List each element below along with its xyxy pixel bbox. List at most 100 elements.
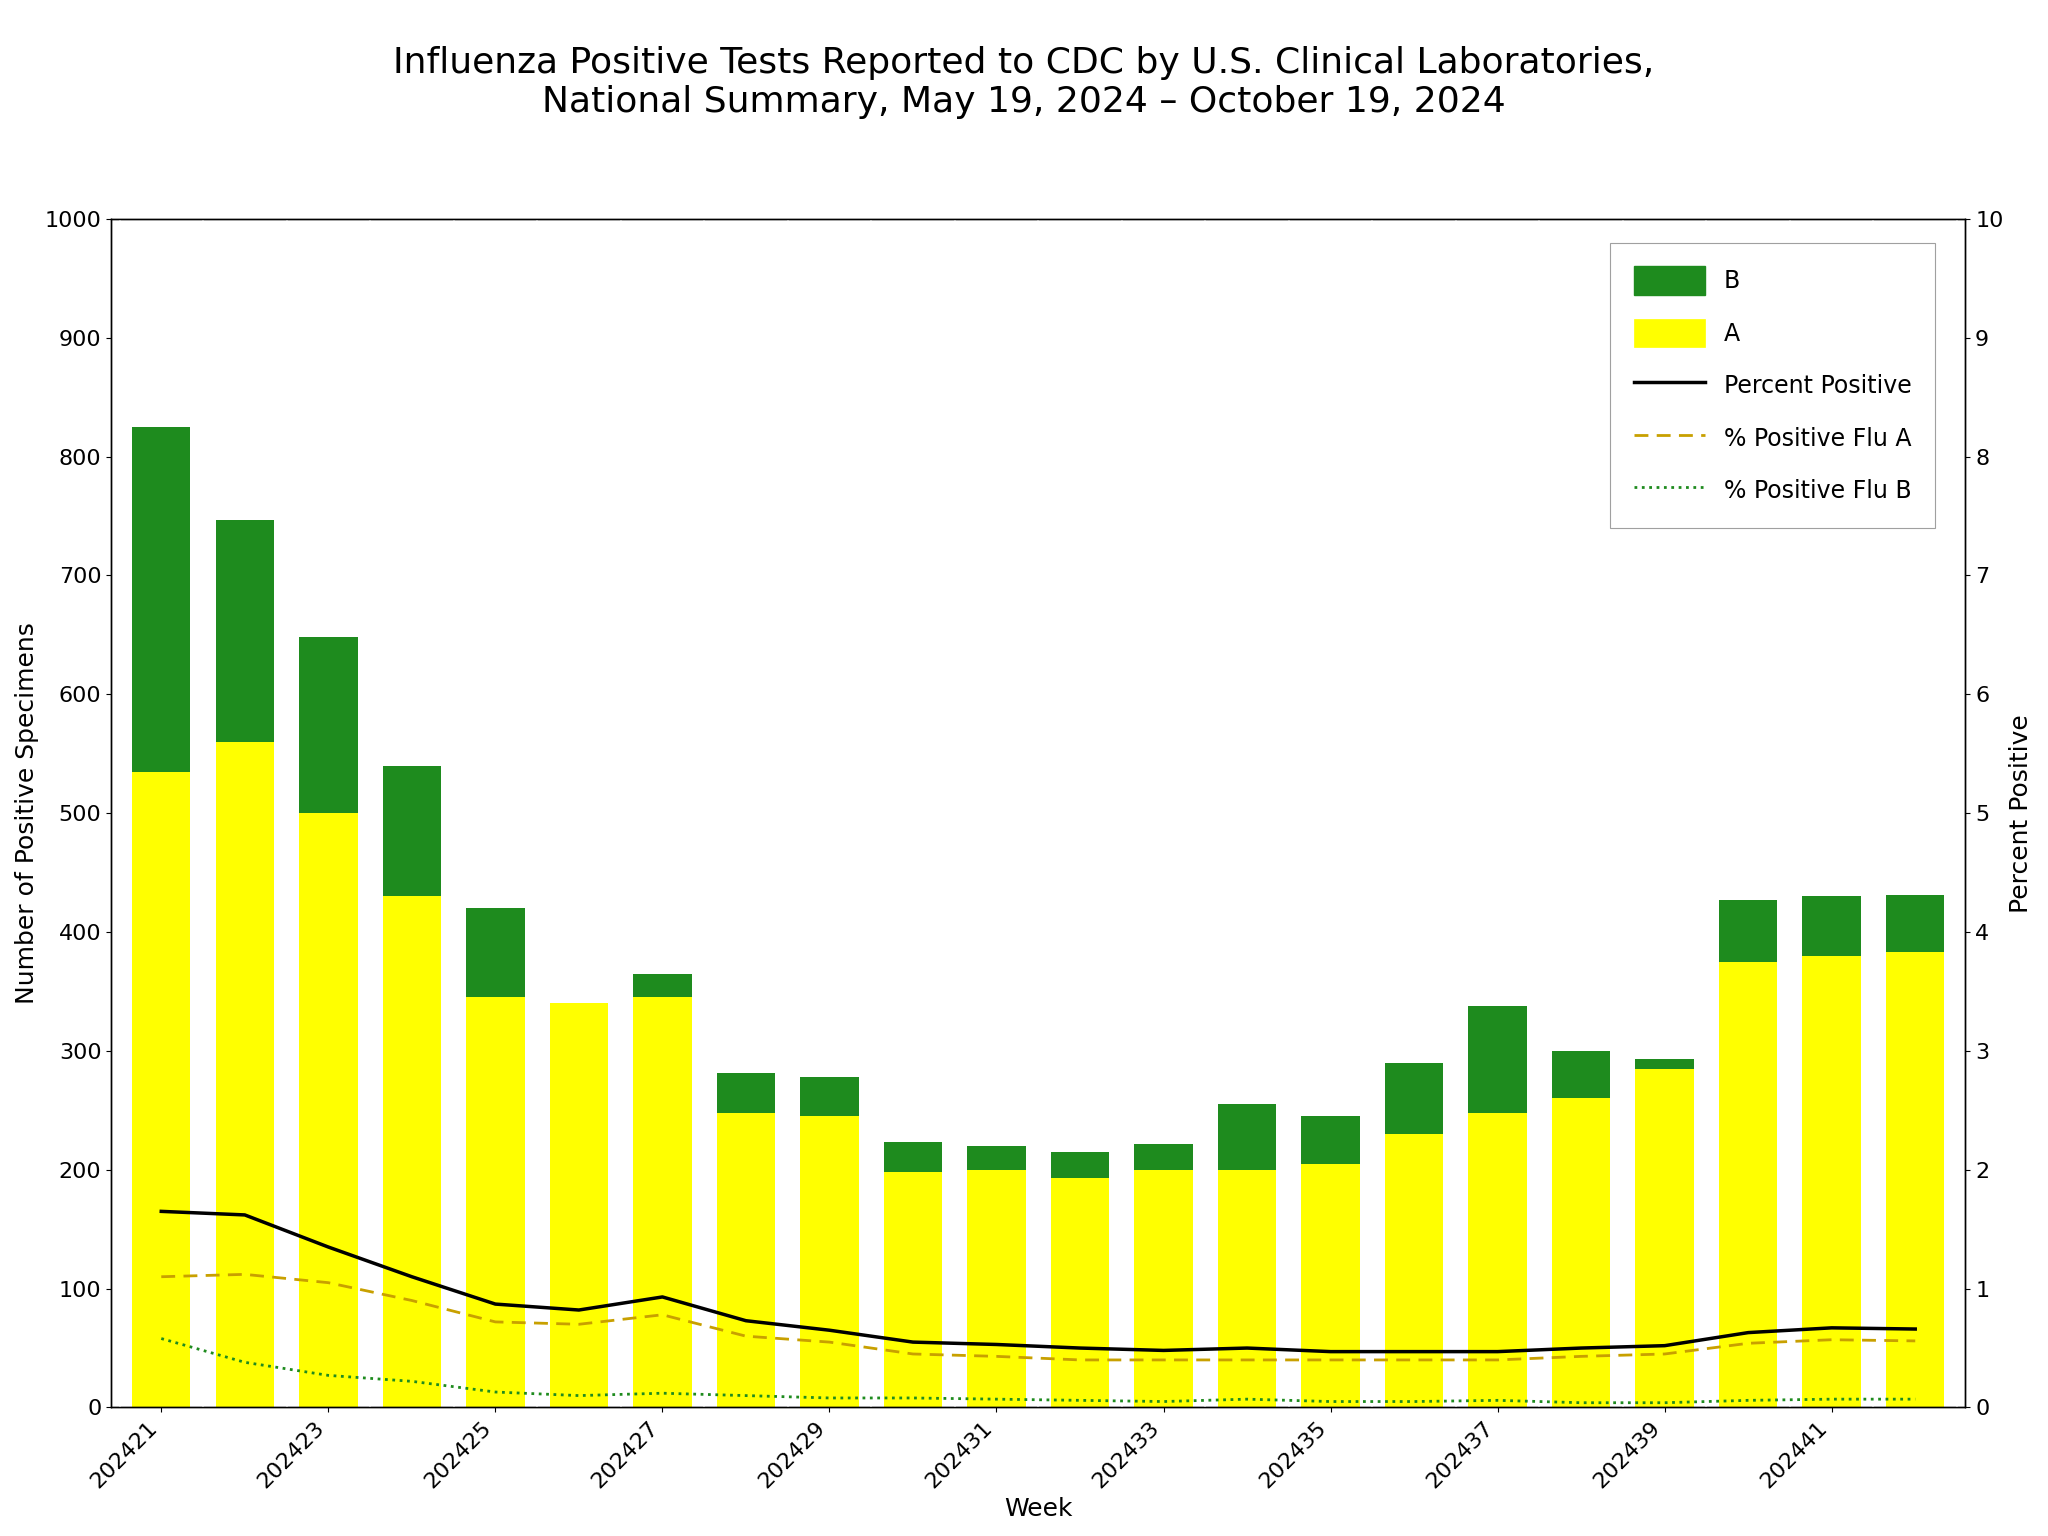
Bar — [1300, 1164, 1360, 1407]
Bar — [1802, 897, 1862, 955]
% Positive Flu B — [1067, 1392, 1092, 1410]
% Positive Flu B — [1235, 1390, 1260, 1409]
Bar — [215, 742, 274, 1407]
Bar — [717, 1074, 774, 1112]
% Positive Flu A — [1903, 1332, 1927, 1350]
Percent Positive — [985, 1335, 1010, 1353]
% Positive Flu B — [483, 1382, 508, 1401]
Bar — [801, 1117, 858, 1407]
Bar — [633, 974, 692, 997]
Bar — [1802, 955, 1862, 1407]
Bar — [1384, 1134, 1444, 1407]
Bar — [1636, 1069, 1694, 1407]
% Positive Flu B — [567, 1387, 592, 1405]
Percent Positive — [1653, 1336, 1677, 1355]
% Positive Flu A — [1401, 1350, 1425, 1369]
Bar — [549, 1003, 608, 1407]
Percent Positive — [1235, 1339, 1260, 1358]
% Positive Flu A — [567, 1315, 592, 1333]
Y-axis label: Percent Positive: Percent Positive — [2009, 714, 2034, 912]
% Positive Flu A — [315, 1273, 340, 1292]
% Positive Flu B — [1569, 1393, 1593, 1412]
% Positive Flu A — [1569, 1347, 1593, 1366]
Bar — [885, 1172, 942, 1407]
% Positive Flu B — [1485, 1392, 1509, 1410]
% Positive Flu B — [649, 1384, 674, 1402]
% Positive Flu A — [649, 1306, 674, 1324]
% Positive Flu A — [1653, 1346, 1677, 1364]
Bar — [967, 1170, 1026, 1407]
% Positive Flu B — [817, 1389, 842, 1407]
% Positive Flu A — [1819, 1330, 1843, 1349]
Bar — [1135, 1170, 1192, 1407]
Bar — [299, 813, 358, 1407]
% Positive Flu A — [1737, 1335, 1761, 1353]
Percent Positive — [1737, 1324, 1761, 1342]
Percent Positive — [1151, 1341, 1176, 1359]
Line: % Positive Flu A: % Positive Flu A — [162, 1275, 1915, 1359]
Bar — [1384, 1063, 1444, 1134]
% Positive Flu A — [483, 1313, 508, 1332]
Percent Positive — [1067, 1339, 1092, 1358]
% Positive Flu B — [985, 1390, 1010, 1409]
% Positive Flu B — [901, 1389, 926, 1407]
Bar — [1886, 952, 1944, 1407]
Bar — [299, 637, 358, 813]
Legend: B, A, Percent Positive, % Positive Flu A, % Positive Flu B: B, A, Percent Positive, % Positive Flu A… — [1610, 243, 1935, 528]
Percent Positive — [1819, 1318, 1843, 1336]
% Positive Flu B — [1653, 1393, 1677, 1412]
Bar — [467, 997, 524, 1407]
Bar — [383, 765, 440, 897]
X-axis label: Week: Week — [1004, 1498, 1073, 1521]
Bar — [131, 771, 190, 1407]
Percent Positive — [399, 1267, 424, 1286]
Bar — [1552, 1051, 1610, 1098]
Bar — [215, 519, 274, 742]
Bar — [717, 1112, 774, 1407]
% Positive Flu A — [901, 1346, 926, 1364]
Percent Positive — [567, 1301, 592, 1319]
Percent Positive — [233, 1206, 258, 1224]
Bar — [1051, 1178, 1110, 1407]
Percent Positive — [1569, 1339, 1593, 1358]
% Positive Flu B — [399, 1372, 424, 1390]
Percent Positive — [1485, 1342, 1509, 1361]
Bar — [1135, 1144, 1192, 1170]
% Positive Flu B — [1903, 1390, 1927, 1409]
Bar — [633, 997, 692, 1407]
Bar — [1636, 1060, 1694, 1069]
% Positive Flu A — [1319, 1350, 1343, 1369]
% Positive Flu B — [1151, 1392, 1176, 1410]
% Positive Flu A — [733, 1327, 758, 1346]
Bar — [383, 897, 440, 1407]
% Positive Flu B — [1401, 1392, 1425, 1410]
Bar — [1718, 900, 1778, 962]
% Positive Flu B — [1319, 1392, 1343, 1410]
Percent Positive — [733, 1312, 758, 1330]
Line: Percent Positive: Percent Positive — [162, 1212, 1915, 1352]
Bar — [131, 427, 190, 771]
Percent Positive — [315, 1238, 340, 1256]
% Positive Flu A — [817, 1333, 842, 1352]
Bar — [1552, 1098, 1610, 1407]
% Positive Flu A — [1235, 1350, 1260, 1369]
% Positive Flu B — [150, 1329, 174, 1347]
Y-axis label: Number of Positive Specimens: Number of Positive Specimens — [14, 622, 39, 1005]
Percent Positive — [1903, 1319, 1927, 1338]
Bar — [1718, 962, 1778, 1407]
Percent Positive — [483, 1295, 508, 1313]
% Positive Flu A — [150, 1267, 174, 1286]
Percent Positive — [150, 1203, 174, 1221]
Percent Positive — [1319, 1342, 1343, 1361]
% Positive Flu B — [233, 1353, 258, 1372]
% Positive Flu A — [1485, 1350, 1509, 1369]
% Positive Flu A — [233, 1266, 258, 1284]
Bar — [1219, 1170, 1276, 1407]
% Positive Flu B — [733, 1387, 758, 1405]
Bar — [1051, 1152, 1110, 1178]
Bar — [885, 1143, 942, 1172]
Bar — [1300, 1117, 1360, 1164]
% Positive Flu B — [1819, 1390, 1843, 1409]
% Positive Flu A — [1151, 1350, 1176, 1369]
Percent Positive — [901, 1333, 926, 1352]
